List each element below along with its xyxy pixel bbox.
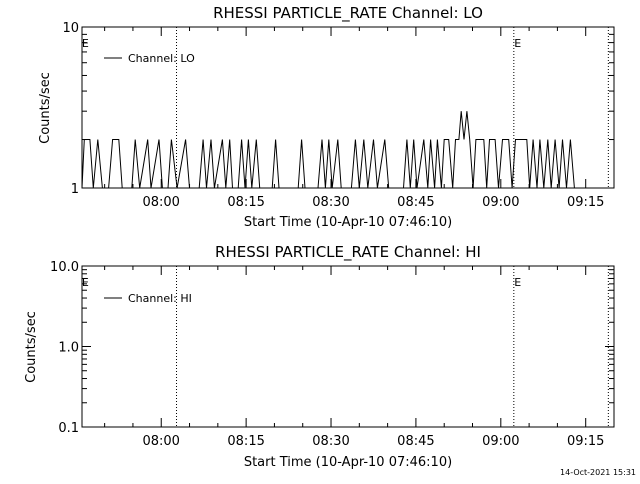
x-axis-label: Start Time (10-Apr-10 07:46:10)	[244, 215, 452, 230]
y-axis-label: Counts/sec	[38, 72, 53, 144]
x-tick-label: 09:00	[482, 434, 519, 449]
y-tick-label: 1.0	[58, 341, 79, 356]
x-tick-label: 08:30	[312, 434, 349, 449]
legend-label: Channel: LO	[128, 52, 195, 65]
x-tick-label: 08:45	[397, 434, 434, 449]
series-line	[81, 111, 575, 189]
y-tick-label: 10.0	[50, 260, 79, 275]
x-tick-label: 09:15	[567, 434, 604, 449]
x-tick-label: 08:00	[142, 434, 179, 449]
chart-panel-lo: RHESSI PARTICLE_RATE Channel: LO Counts/…	[38, 4, 615, 230]
footer-timestamp: 14-Oct-2021 15:31	[560, 468, 636, 477]
event-marker: E	[82, 276, 89, 289]
legend-label: Channel: HI	[128, 292, 192, 305]
x-tick-label: 08:30	[312, 195, 349, 210]
y-tick-label: 0.1	[58, 421, 79, 436]
x-tick-label: 09:15	[567, 195, 604, 210]
x-tick-label: 09:00	[482, 195, 519, 210]
x-tick-label: 08:00	[142, 195, 179, 210]
y-axis-label: Counts/sec	[24, 311, 39, 383]
dynamic-marks: 08:00 08:15 08:30 08:45 09:00 09:15 0.1 1.0 10.0…	[50, 260, 615, 449]
event-marker: E	[82, 37, 89, 50]
y-tick-label: 1	[71, 182, 79, 197]
chart-panel-hi: RHESSI PARTICLE_RATE Channel: HI Counts/…	[24, 243, 615, 470]
y-tick-label: 10	[62, 21, 79, 36]
x-tick-label: 08:45	[397, 195, 434, 210]
event-marker: E	[514, 276, 521, 289]
x-tick-label: 08:15	[227, 195, 264, 210]
x-tick-label: 08:15	[227, 434, 264, 449]
event-marker: E	[514, 37, 521, 50]
chart-title: RHESSI PARTICLE_RATE Channel: HI	[215, 243, 481, 262]
x-axis-label: Start Time (10-Apr-10 07:46:10)	[244, 455, 452, 470]
chart-title: RHESSI PARTICLE_RATE Channel: LO	[213, 4, 483, 23]
